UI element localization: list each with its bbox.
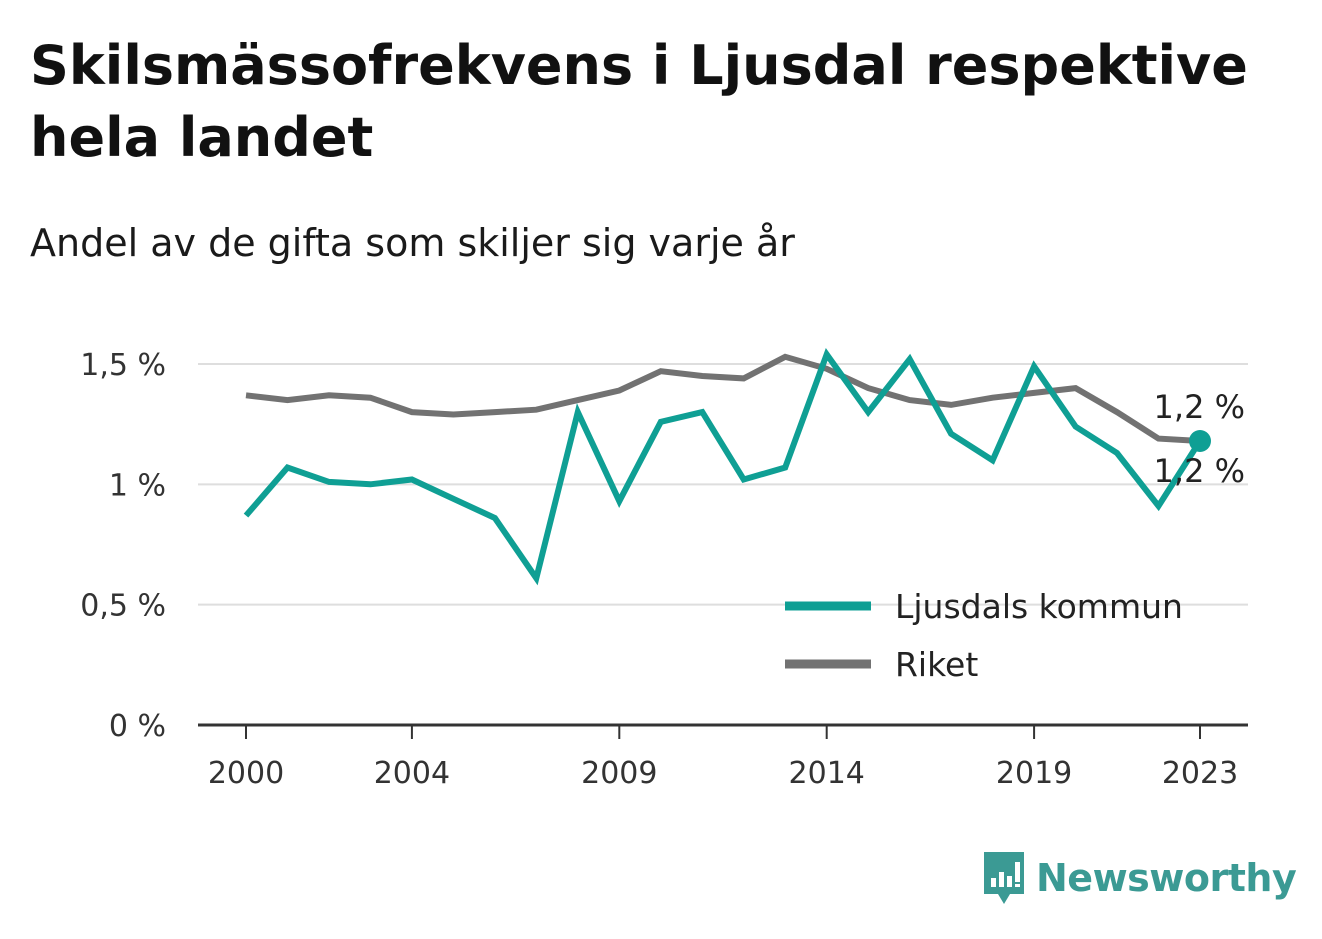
y-tick-label: 0 %	[109, 709, 166, 744]
axes: 0 % 0,5 % 1 % 1,5 % 2000 2004 2009 2014 2019 2023	[80, 348, 1248, 791]
end-label-riket: 1,2 %	[1154, 388, 1245, 426]
x-tick-label: 2019	[996, 756, 1072, 791]
x-tick-label: 2023	[1162, 756, 1238, 791]
x-tick-label: 2014	[789, 756, 865, 791]
end-labels: 1,2 % 1,2 %	[1154, 388, 1245, 490]
legend-label: Riket	[895, 645, 978, 684]
y-tick-label: 1 %	[109, 468, 166, 503]
series-lines	[243, 348, 1211, 586]
x-tick-label: 2000	[208, 756, 284, 791]
newsworthy-logo-icon	[984, 852, 1024, 904]
legend-label: Ljusdals kommun	[895, 587, 1183, 626]
series-end-marker	[1189, 430, 1211, 453]
series-line-ljusdal	[243, 348, 1203, 586]
x-tick-label: 2004	[374, 756, 450, 791]
legend: Ljusdals kommun Riket	[785, 587, 1183, 684]
brand-logo: Newsworthy	[980, 848, 1297, 908]
end-label-ljusdal: 1,2 %	[1154, 452, 1245, 490]
chart-subtitle: Andel av de gifta som skiljer sig varje …	[30, 221, 795, 265]
y-tick-label: 1,5 %	[80, 348, 166, 383]
chart-title: Skilsmässofrekvens i Ljusdal respektive …	[30, 34, 1248, 169]
series-line-riket	[245, 353, 1201, 444]
y-tick-label: 0,5 %	[80, 589, 166, 624]
brand-name: Newsworthy	[1036, 856, 1297, 900]
x-tick-label: 2009	[581, 756, 657, 791]
